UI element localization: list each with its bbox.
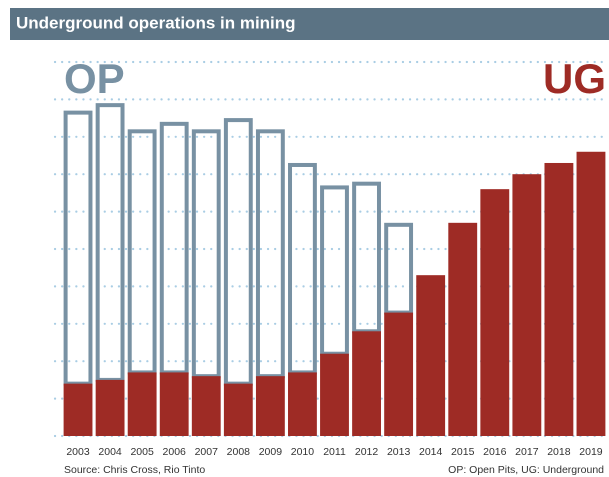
bar — [95, 379, 125, 436]
bar — [191, 376, 221, 436]
bar — [320, 353, 349, 436]
bar — [223, 118, 253, 386]
title-bar — [10, 8, 609, 40]
note: OP: Open Pits, UG: Underground — [448, 464, 604, 476]
bar — [320, 185, 349, 356]
bar — [63, 383, 93, 436]
x-tick-label: 2015 — [451, 446, 475, 458]
bar — [159, 372, 189, 436]
bar — [288, 162, 317, 375]
bar — [416, 275, 446, 436]
bar — [223, 383, 253, 436]
x-tick-label: 2012 — [355, 446, 379, 458]
bar — [384, 222, 414, 315]
bar — [63, 110, 93, 386]
x-tick-label: 2009 — [259, 446, 283, 458]
bar — [384, 312, 414, 436]
x-tick-label: 2019 — [579, 446, 603, 458]
bar — [352, 331, 381, 436]
bar — [288, 372, 317, 436]
x-tick-label: 2010 — [291, 446, 315, 458]
bar — [127, 372, 157, 436]
x-tick-label: 2005 — [130, 446, 154, 458]
legend-label: UG — [543, 55, 606, 102]
bar — [512, 174, 542, 436]
x-tick-label: 2013 — [387, 446, 411, 458]
bar — [127, 129, 157, 375]
x-tick-label: 2007 — [195, 446, 219, 458]
bar — [480, 189, 510, 436]
chart-title: Underground operations in mining — [16, 13, 296, 32]
bar — [255, 129, 285, 379]
x-tick-label: 2006 — [163, 446, 187, 458]
bar — [448, 222, 478, 436]
bar — [352, 181, 381, 334]
x-tick-label: 2018 — [547, 446, 571, 458]
x-tick-label: 2017 — [515, 446, 539, 458]
bar — [576, 151, 606, 436]
bar — [255, 376, 285, 436]
bar — [544, 162, 574, 437]
bar — [159, 121, 189, 375]
x-tick-label: 2014 — [419, 446, 443, 458]
x-tick-label: 2004 — [98, 446, 122, 458]
x-tick-label: 2003 — [66, 446, 90, 458]
bar — [95, 103, 125, 382]
bar — [191, 129, 221, 379]
legend-label: OP — [64, 55, 125, 102]
source: Source: Chris Cross, Rio Tinto — [64, 464, 205, 476]
x-tick-label: 2011 — [323, 446, 346, 458]
x-tick-label: 2008 — [227, 446, 251, 458]
x-tick-label: 2016 — [483, 446, 507, 458]
